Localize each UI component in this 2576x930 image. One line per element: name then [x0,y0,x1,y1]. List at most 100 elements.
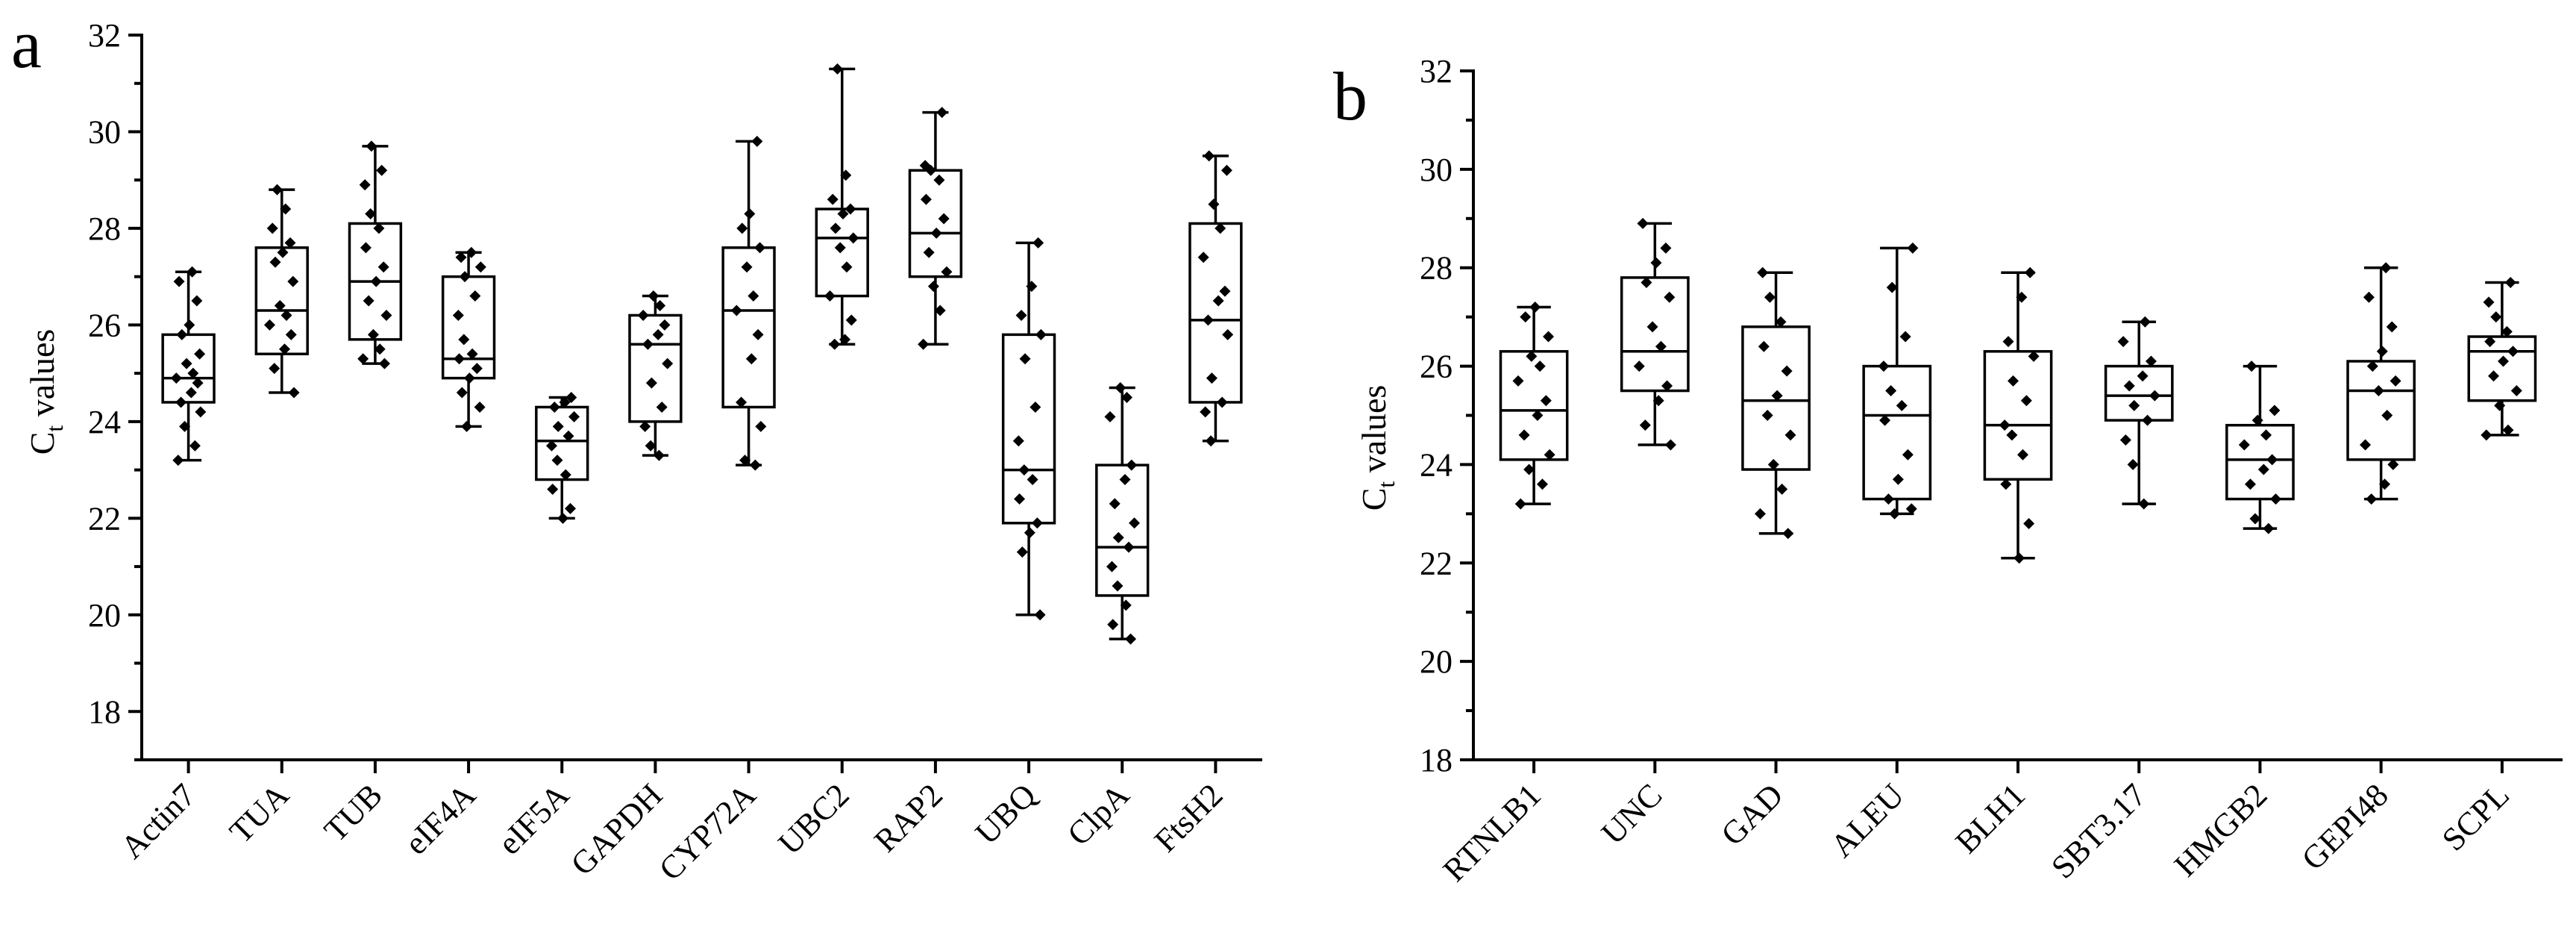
panel-b-data-point [1534,361,1546,372]
panel-a-data-point [176,328,188,340]
panel-b-data-point [1639,419,1651,431]
panel-a-data-point [1205,435,1217,447]
panel-b-data-point [1776,483,1788,495]
panel-a-data-point [1012,435,1024,447]
panel-a-data-point [187,266,198,278]
panel-a-data-point [380,309,392,321]
panel-a-data-point [454,353,466,365]
panel-b-data-point [1526,350,1538,362]
panel-a-data-point [844,203,856,215]
panel-b-data-point [1999,419,2011,431]
panel-b-data-point [2366,493,2378,505]
panel-a-data-point [367,328,379,340]
panel-a-data-point [277,246,289,258]
panel-a-data-point [548,401,560,413]
panel-a-data-point [189,440,201,452]
panel-b-data-point [1896,399,1908,411]
panel-a-data-point [263,319,275,331]
panel-a-data-point [1034,609,1046,621]
panel-b-box [1862,364,1932,501]
panel-b-data-point [2246,361,2257,372]
panel-a-box [441,275,496,380]
panel-b-data-point [2260,429,2272,441]
panel-a-y-tick-label: 28 [88,210,121,247]
panel-b-data-point [2128,399,2140,411]
panel-a-data-point [194,348,206,360]
panel-b-x-tick-label: SCPL [2435,776,2516,858]
panel-a-data-point [645,377,657,389]
panel-a-data-point [839,334,851,346]
panel-a-data-point [755,420,767,432]
panel-a-data-point [1016,546,1028,558]
panel-a-data-point [1219,285,1231,297]
panel-a-data-point [1200,406,1212,418]
panel-a-data-point [654,300,666,312]
panel-b-data-point [2137,370,2149,382]
panel-b-data-point [1661,380,1673,392]
panel-a-box [628,313,683,423]
panel-a-data-point [1212,295,1224,307]
panel-a-x-tick-label: FtsH2 [1147,776,1230,859]
panel-b-data-point [2028,350,2040,362]
panel-a-data-point [266,222,278,234]
panel-b-data-point [1637,217,1649,229]
panel-a-data-point [195,406,207,418]
panel-b-data-point [1775,316,1787,328]
panel-b-data-point [2510,385,2522,397]
panel-a-data-point [748,290,759,302]
panel-a-data-point [568,411,580,422]
panel-a-data-point [1203,150,1215,162]
panel-b-data-point [2484,336,2496,348]
panel-b-data-point [2380,262,2392,274]
panel-b-data-point [2266,454,2278,466]
panel-a-data-point [471,363,483,375]
panel-a-data-point [1215,222,1226,234]
panel-b-data-point [2117,336,2129,348]
panel-a-data-point [933,174,945,186]
panel-b-box [2346,360,2416,461]
panel-a-data-point [1115,382,1126,394]
panel-a-data-point [1031,517,1043,529]
panel-b-data-point [1878,361,1890,372]
panel-b-data-point [2501,325,2513,337]
panel-a-data-point [463,372,475,384]
panel-a-data-point [831,63,843,75]
panel-b-data-point [2244,478,2256,490]
panel-a-data-point [919,160,931,172]
panel-b-y-tick-label: 26 [1420,349,1452,385]
panel-a-data-point [269,363,281,375]
panel-b-data-point [1902,449,1914,461]
panel-b-data-point [1544,449,1555,461]
panel-a-x-tick-label: GAPDH [564,776,670,882]
panel-b-y-tick-label: 28 [1420,250,1452,287]
panel-a-data-point [741,261,753,273]
panel-b-data-point [1529,301,1541,313]
panel-a-data-point [285,328,297,340]
panel-a-data-point [376,164,388,176]
panel-a-box [1001,333,1056,525]
panel-a-y-tick-label: 24 [88,404,121,440]
panel-b-data-point [2372,385,2384,397]
panel-a-x-tick-label: TUB [317,776,389,849]
panel-b-data-point [1633,361,1645,372]
panel-a-data-point [827,193,839,205]
panel-a-data-point [923,246,935,258]
panel-a-data-point [941,266,953,278]
panel-b-box [1499,350,1569,461]
panel-a-data-point [1027,474,1038,486]
panel-b-data-point [1885,385,1897,397]
panel-b-data-point [2376,346,2388,358]
panel-b-data-point [2483,296,2495,308]
panel-a-y-tick-label: 22 [88,500,121,537]
panel-a-data-point [175,396,187,408]
panel-a-data-point [847,232,859,244]
panel-a-data-point [466,348,478,360]
panel-a-data-point [363,295,375,307]
panel-a-box [161,333,216,404]
panel-a-data-point [730,305,742,316]
panel-b-data-point [2142,414,2154,426]
panel-a-data-point [845,314,857,326]
panel-b-data-point [1646,321,1658,333]
panel-b-data-point [2389,375,2401,387]
panel-b-data-point [2494,399,2506,411]
